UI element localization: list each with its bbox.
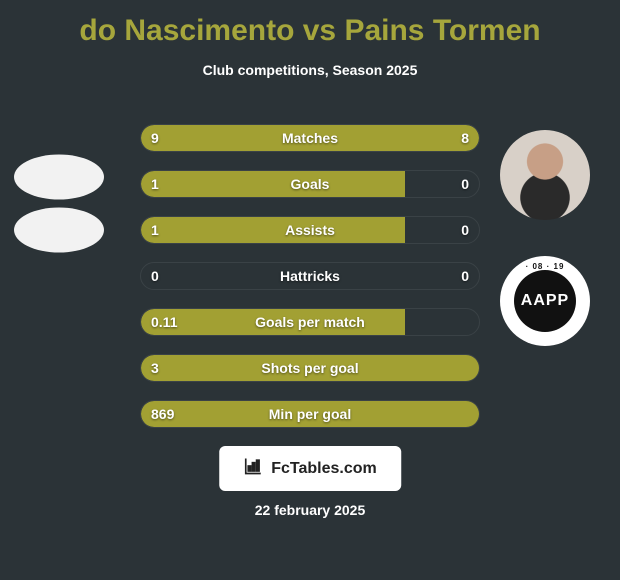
page-title: do Nascimento vs Pains Tormen	[0, 0, 620, 48]
stat-row: 0.11Goals per match	[140, 308, 480, 336]
stat-row: 98Matches	[140, 124, 480, 152]
player-right-club: · 08 · 19 AAPP	[500, 256, 590, 346]
page-subtitle: Club competitions, Season 2025	[0, 62, 620, 78]
stat-row: 3Shots per goal	[140, 354, 480, 382]
stat-row: 10Assists	[140, 216, 480, 244]
footer-date: 22 february 2025	[0, 502, 620, 518]
stat-label: Hattricks	[141, 263, 479, 289]
stat-row: 869Min per goal	[140, 400, 480, 428]
club-right-arc-text: · 08 · 19	[526, 262, 565, 271]
footer-badge[interactable]: FcTables.com	[219, 446, 401, 491]
footer-site-text: FcTables.com	[271, 460, 377, 478]
stats-container: 98Matches 10Goals 10Assists 00Hattricks 0.11…	[140, 124, 480, 446]
stat-label: Goals	[141, 171, 479, 197]
stat-label: Assists	[141, 217, 479, 243]
club-right-initials: AAPP	[514, 270, 576, 332]
stat-row: 10Goals	[140, 170, 480, 198]
player-left-avatar	[14, 155, 104, 200]
stat-row: 00Hattricks	[140, 262, 480, 290]
stat-label: Shots per goal	[141, 355, 479, 381]
player-right-avatar	[500, 130, 590, 220]
chart-icon	[243, 456, 263, 481]
stat-label: Min per goal	[141, 401, 479, 427]
stat-label: Goals per match	[141, 309, 479, 335]
stat-label: Matches	[141, 125, 479, 151]
player-left-club	[14, 208, 104, 253]
